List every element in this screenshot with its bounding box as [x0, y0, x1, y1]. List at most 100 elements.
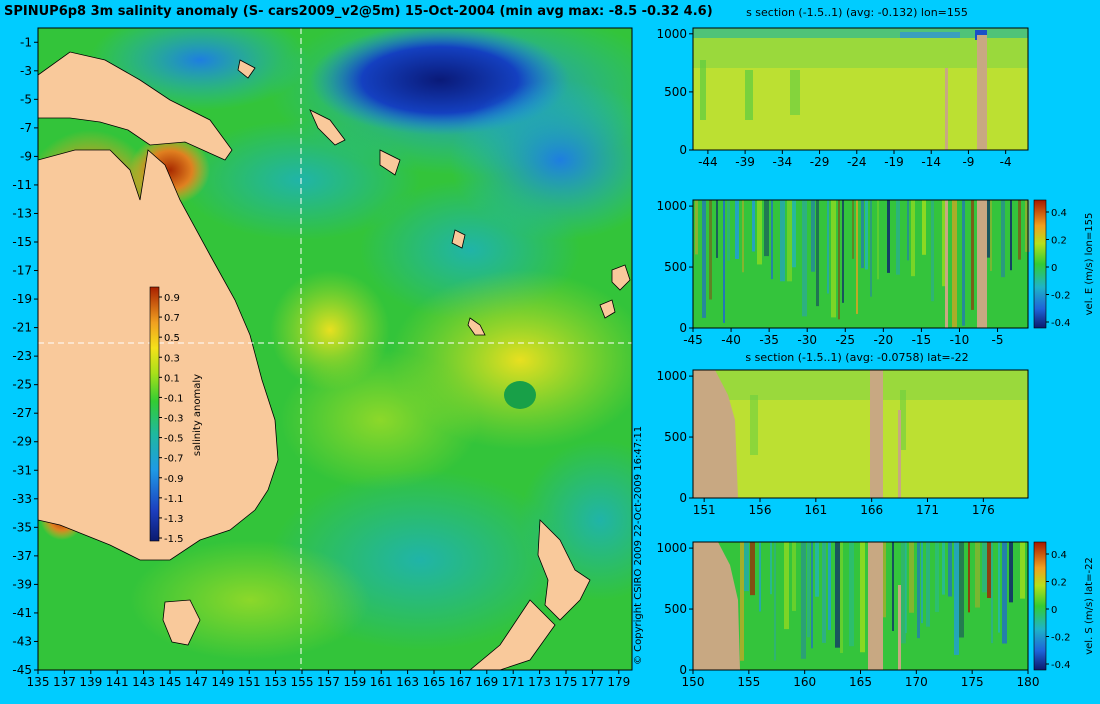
panel1-y-tick-label: 500: [664, 85, 687, 99]
panel1-x-tick-label: -34: [773, 155, 793, 169]
map-y-tick-label: -13: [12, 206, 32, 220]
velocity-stripe: [896, 200, 900, 275]
velocity-stripe: [948, 542, 952, 597]
velocity-stripe: [784, 542, 789, 630]
velocity-stripe: [856, 200, 858, 314]
velocity-stripe: [840, 542, 843, 653]
map-y-tick-label: -45: [12, 663, 32, 677]
panel4-colorbar-ticks: 0.4 0.2 0 -0.2 -0.4: [1046, 550, 1071, 671]
velocity-stripe: [816, 200, 819, 307]
map-y-tick-label: -23: [12, 349, 32, 363]
velocity-stripe: [774, 542, 776, 661]
map-cb-tick-label: -0.9: [164, 474, 184, 485]
panel4-y-tick-label: 0: [679, 663, 687, 677]
map-y-tick-label: -19: [12, 292, 32, 306]
map-y-tick-label: -39: [12, 577, 32, 591]
velocity-stripe: [991, 542, 993, 644]
map-y-tick-label: -41: [12, 606, 32, 620]
panel1-x-tick-label: -44: [698, 155, 718, 169]
map-x-tick-label: 149: [211, 675, 234, 689]
panel2-x-tick-label: -15: [912, 333, 932, 347]
panel4-x-tick-label: 170: [905, 675, 928, 689]
velocity-stripe: [744, 542, 749, 592]
map-y-tick-label: -37: [12, 549, 32, 563]
map-y-tick-label: -33: [12, 492, 32, 506]
panel2-cb-tick-label: 0.2: [1051, 236, 1067, 247]
velocity-stripe: [962, 200, 965, 326]
map-cb-tick-label: -1.3: [164, 514, 184, 525]
velocity-stripe: [942, 542, 945, 595]
panel4-velocity-stripes: [740, 542, 1025, 661]
panel4-x-tick-label: 175: [961, 675, 984, 689]
velocity-stripe: [998, 542, 1000, 633]
map-y-tick-label: -27: [12, 406, 32, 420]
map-x-tick-label: 147: [185, 675, 208, 689]
panel1-x-axis: -44 -39 -34 -29 -24 -19 -14 -9 -4: [698, 150, 1012, 169]
panel4-cb-tick-label: 0.4: [1051, 550, 1067, 561]
panel2-cb-tick-label: -0.4: [1051, 318, 1071, 329]
map-y-tick-label: -29: [12, 435, 32, 449]
panel3-y-tick-label: 1000: [656, 369, 687, 383]
velocity-stripe: [770, 542, 772, 595]
velocity-stripe: [887, 200, 890, 273]
velocity-stripe: [877, 200, 879, 280]
panel3-y-tick-label: 500: [664, 430, 687, 444]
velocity-stripe: [716, 200, 718, 258]
velocity-stripe: [849, 542, 854, 647]
panel2-land-block: [977, 200, 987, 328]
panel4-x-tick-label: 160: [793, 675, 816, 689]
panel4-colorbar-label: vel. S (m/s) lat=-22: [1084, 557, 1095, 655]
map-x-tick-label: 169: [475, 675, 498, 689]
map-x-tick-label: 173: [528, 675, 551, 689]
salinity-map: 135 137 139 141 143 145 147 149 151 153 155 157 159 1…: [12, 27, 633, 689]
velocity-stripe: [838, 200, 840, 320]
velocity-stripe: [870, 200, 872, 297]
map-x-tick-label: 167: [449, 675, 472, 689]
map-cb-tick-label: -0.3: [164, 414, 184, 425]
velocity-stripe: [921, 542, 923, 624]
panel4-cb-tick-label: 0: [1051, 605, 1057, 616]
map-x-tick-label: 159: [343, 675, 366, 689]
panel2-colorbar-label: vel. E (m/s) lon=155: [1084, 213, 1095, 316]
map-x-tick-label: 151: [238, 675, 261, 689]
map-cb-tick-label: 0.9: [164, 293, 180, 304]
velocity-stripe: [827, 200, 829, 294]
velocity-stripe: [811, 200, 815, 272]
panel4-x-tick-label: 155: [737, 675, 760, 689]
panel2-colorbar: [1033, 199, 1047, 329]
velocity-stripe: [922, 200, 926, 255]
velocity-stripe: [1010, 200, 1012, 271]
velocity-stripe: [1009, 542, 1013, 603]
panel2-x-tick-label: -20: [874, 333, 894, 347]
panel1-x-tick-label: -4: [1000, 155, 1012, 169]
map-cb-tick-label: -0.7: [164, 454, 184, 465]
map-x-tick-label: 177: [581, 675, 604, 689]
panel3-y-axis: 0 500 1000: [656, 369, 693, 505]
velocity-stripe: [807, 542, 810, 638]
velocity-stripe: [901, 542, 906, 644]
velocity-stripe: [881, 542, 886, 618]
velocity-stripe: [861, 200, 864, 269]
panel3-y-tick-label: 0: [679, 491, 687, 505]
velocity-stripe: [985, 200, 990, 258]
map-y-tick-label: -31: [12, 463, 32, 477]
velocity-stripe: [905, 542, 907, 634]
map-x-tick-label: 179: [607, 675, 630, 689]
velocity-stripe: [740, 542, 744, 661]
velocity-stripe: [811, 542, 813, 649]
velocity-stripe: [911, 200, 915, 277]
panel2-colorbar-ticks: 0.4 0.2 0 -0.2 -0.4: [1046, 208, 1071, 329]
panel1-y-axis: 0 500 1000: [656, 27, 693, 157]
panel2-x-tick-label: -30: [797, 333, 817, 347]
panel2-y-tick-label: 0: [679, 321, 687, 335]
panel2-cb-tick-label: 0: [1051, 263, 1057, 274]
panel1-x-tick-label: -24: [847, 155, 867, 169]
velocity-stripe: [727, 200, 730, 261]
panel2-x-tick-label: -5: [992, 333, 1004, 347]
map-colorbar-label: salinity anomaly: [192, 374, 203, 456]
velocity-stripe: [975, 542, 980, 608]
map-y-tick-label: -3: [20, 64, 32, 78]
map-cb-tick-label: -0.5: [164, 434, 184, 445]
map-cb-tick-label: -1.1: [164, 494, 184, 505]
